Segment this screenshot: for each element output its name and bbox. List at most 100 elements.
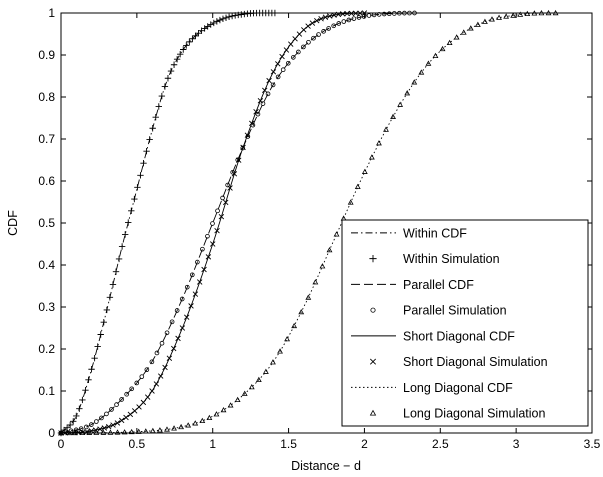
data-point — [118, 243, 126, 250]
data-point — [85, 376, 92, 384]
data-point — [418, 69, 425, 75]
data-point — [262, 368, 269, 374]
data-point — [91, 355, 98, 362]
legend-label: Parallel Simulation — [403, 304, 507, 318]
data-point — [144, 394, 151, 400]
data-point — [134, 380, 140, 386]
data-point — [146, 136, 153, 143]
data-point — [114, 402, 119, 407]
data-point — [70, 418, 77, 425]
x-tick-label: 0 — [58, 437, 65, 451]
data-point — [265, 91, 271, 97]
data-point — [88, 366, 95, 373]
data-point — [115, 255, 123, 263]
data-point — [344, 10, 350, 17]
data-point — [231, 171, 238, 177]
data-point — [260, 101, 266, 106]
legend-label: Long Diagonal Simulation — [403, 407, 546, 421]
data-point — [270, 359, 276, 365]
data-point — [83, 424, 89, 430]
data-point — [153, 381, 160, 387]
data-point — [354, 183, 361, 190]
data-point — [489, 16, 495, 22]
data-point — [205, 233, 210, 239]
data-point — [213, 18, 221, 25]
data-point — [309, 20, 316, 26]
data-point — [199, 417, 206, 424]
y-tick-label: 0.8 — [38, 90, 55, 104]
data-point — [119, 397, 124, 402]
legend-label: Within CDF — [403, 226, 467, 240]
data-point — [280, 67, 286, 73]
legend-item: Within CDF — [351, 226, 467, 240]
data-point — [467, 25, 474, 31]
data-point — [460, 29, 467, 35]
data-point — [255, 111, 261, 117]
x-tick-label: 2.5 — [432, 437, 449, 451]
data-point — [79, 396, 86, 404]
data-point — [179, 296, 185, 302]
data-point — [186, 38, 193, 46]
data-point — [156, 427, 163, 433]
legend-item: Long Diagonal Simulation — [369, 407, 546, 421]
data-point — [180, 46, 187, 53]
data-point — [201, 266, 207, 273]
data-point — [356, 15, 362, 20]
data-point — [291, 322, 298, 329]
y-axis-label: CDF — [6, 210, 20, 236]
y-tick-label: 0.7 — [38, 132, 55, 146]
data-point — [109, 407, 114, 412]
data-point — [100, 429, 107, 435]
x-tick-label: 1 — [209, 437, 216, 451]
data-point — [227, 402, 234, 408]
data-point — [496, 14, 502, 20]
y-tick-label: 0.6 — [38, 174, 55, 188]
legend-item: Within Simulation — [369, 252, 500, 266]
data-point — [104, 411, 109, 417]
legend-marker — [369, 409, 377, 416]
data-point — [255, 376, 262, 383]
data-point — [192, 32, 199, 40]
legend-marker — [369, 255, 377, 263]
data-point — [305, 23, 311, 29]
data-point — [97, 426, 103, 432]
data-point — [134, 184, 141, 191]
data-point — [333, 231, 340, 237]
data-point — [336, 21, 342, 26]
data-point — [82, 387, 89, 394]
data-point — [270, 82, 276, 88]
legend-label: Short Diagonal Simulation — [403, 355, 548, 369]
data-point — [474, 21, 481, 27]
data-point — [298, 308, 305, 315]
legend-marker — [370, 307, 376, 313]
data-point — [219, 15, 227, 23]
data-point — [125, 219, 132, 226]
data-point — [143, 147, 150, 155]
data-point — [136, 404, 142, 410]
data-point — [326, 247, 333, 253]
data-point — [214, 227, 220, 234]
data-point — [482, 18, 488, 24]
data-point — [159, 340, 165, 346]
data-point — [94, 343, 101, 350]
data-point — [383, 126, 389, 132]
data-point — [381, 11, 387, 17]
data-point — [220, 406, 227, 413]
data-point — [99, 415, 104, 421]
data-point — [183, 314, 190, 320]
data-point — [173, 56, 181, 63]
data-point — [366, 13, 372, 18]
legend-item: Short Diagonal CDF — [351, 329, 515, 343]
y-tick-label: 1 — [48, 6, 55, 20]
legend-item: Parallel Simulation — [370, 304, 507, 318]
x-tick-label: 0.5 — [129, 437, 146, 451]
y-tick-label: 0.3 — [38, 300, 55, 314]
data-point — [326, 26, 331, 31]
legend-label: Parallel CDF — [403, 278, 474, 292]
legend-item: Long Diagonal CDF — [351, 381, 513, 395]
data-point — [185, 422, 192, 428]
data-point — [262, 87, 268, 94]
series-line-long-diagonal-cdf — [60, 12, 592, 434]
data-point — [157, 373, 164, 379]
data-point — [170, 61, 178, 68]
